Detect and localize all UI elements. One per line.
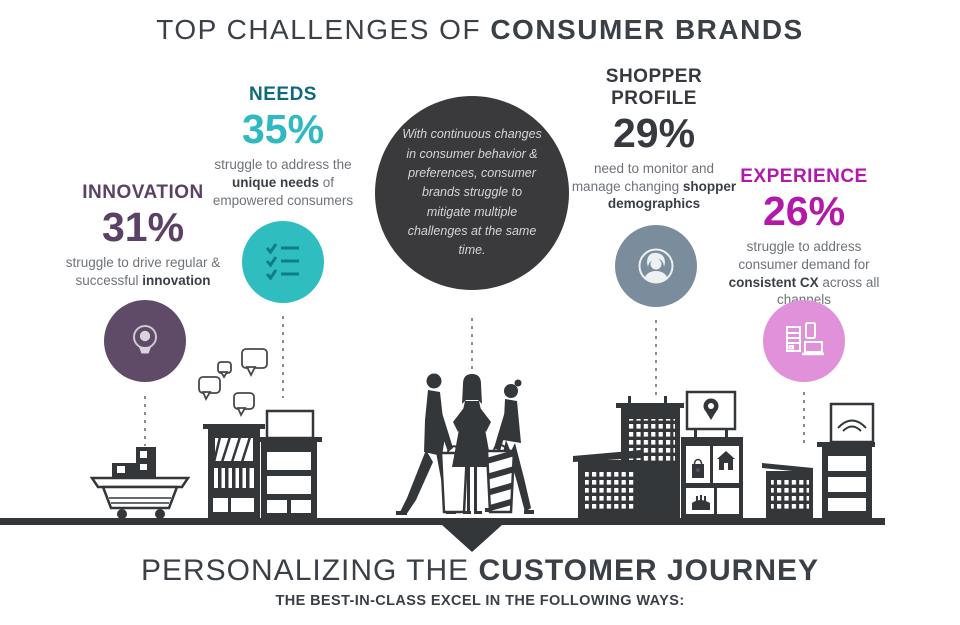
challenge-needs: NEEDS 35% struggle to address the unique… [198,84,368,209]
footer-title: PERSONALIZING THE CUSTOMER JOURNEY [0,554,960,588]
speech-bubbles-icon [198,348,268,418]
footer-subtitle: THE BEST-IN-CLASS EXCEL IN THE FOLLOWING… [275,593,685,609]
devices-icon [786,322,824,356]
footer-title-regular: PERSONALIZING THE [140,554,470,587]
challenge-description: struggle to address consumer demand for … [728,238,880,307]
cake-icon [692,495,710,510]
storefront-far-right [762,402,875,518]
footer-title-bold: CUSTOMER JOURNEY [478,554,820,587]
center-callout-bubble: With continuous changes in consumer beha… [375,96,569,290]
page-title-regular: TOP CHALLENGES OF [156,14,482,45]
challenge-percent: 35% [241,105,325,152]
location-pin-billboard-icon [685,390,737,437]
challenge-description: struggle to drive regular & successful i… [65,254,221,288]
challenge-description: need to monitor and manage changing shop… [571,160,737,212]
challenge-label: NEEDS [249,84,317,105]
challenge-shopper-profile: SHOPPER PROFILE 29% need to monitor and … [568,66,740,213]
shopping-bag-icon [692,458,704,478]
storefront-left [203,409,322,518]
shopper-profile-bubble [615,225,697,307]
challenge-label: SHOPPER PROFILE [605,66,703,109]
shoppers-silhouette [396,373,534,515]
challenge-innovation: INNOVATION 31% struggle to drive regular… [57,182,229,290]
lightbulb-icon [133,325,157,354]
storefront-right [573,390,743,518]
innovation-bubble [104,300,186,382]
challenge-percent: 31% [101,203,185,250]
experience-bubble [763,300,845,382]
challenge-label: INNOVATION [82,182,204,203]
challenge-percent: 29% [612,109,696,156]
down-arrow-icon [442,525,502,552]
wifi-billboard-icon [829,402,875,448]
challenge-percent: 26% [762,187,846,234]
challenge-label: EXPERIENCE [740,166,868,187]
page-title: TOP CHALLENGES OF CONSUMER BRANDS [0,14,960,46]
checklist-icon [265,243,299,281]
challenge-description: struggle to address the unique needs of … [212,156,354,208]
avatar-icon [638,248,674,284]
house-icon [717,451,735,470]
needs-bubble [242,221,324,303]
challenge-experience: EXPERIENCE 26% struggle to address consu… [718,166,890,309]
shopping-cart-icon [89,447,191,519]
dashed-connector-lines [144,316,805,446]
ground-line [0,518,885,525]
center-callout-text: With continuous changes in consumer beha… [402,127,542,258]
page-title-bold: CONSUMER BRANDS [490,14,804,45]
city-scene [0,316,885,552]
